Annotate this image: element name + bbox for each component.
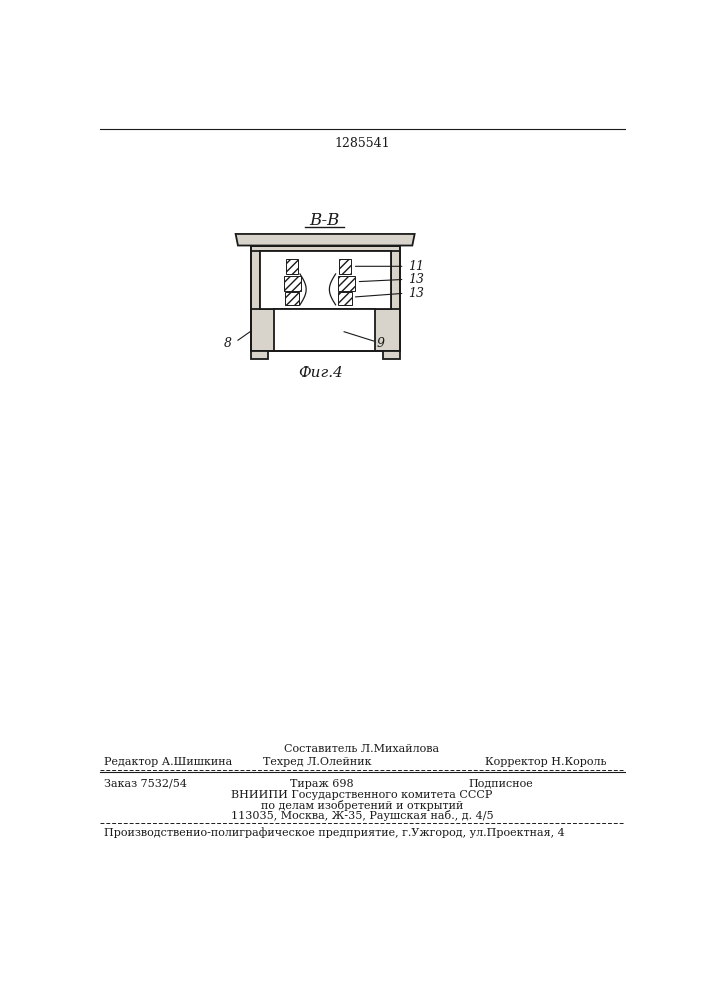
Text: 113035, Москва, Ж-35, Раушская наб., д. 4/5: 113035, Москва, Ж-35, Раушская наб., д. …: [230, 810, 493, 821]
Bar: [251, 351, 268, 359]
Text: B-B: B-B: [310, 212, 340, 229]
Text: 13: 13: [408, 273, 423, 286]
Text: Редактор А.Шишкина: Редактор А.Шишкина: [104, 757, 232, 767]
Bar: [251, 246, 400, 251]
Bar: [338, 276, 355, 291]
Text: Составитель Л.Михайлова: Составитель Л.Михайлова: [284, 744, 440, 754]
Text: 9: 9: [377, 337, 385, 350]
Text: ВНИИПИ Государственного комитета СССР: ВНИИПИ Государственного комитета СССР: [231, 790, 493, 800]
Text: по делам изобретений и открытий: по делам изобретений и открытий: [261, 800, 463, 811]
Bar: [251, 246, 400, 351]
Text: Тираж 698: Тираж 698: [290, 779, 354, 789]
Text: 11: 11: [408, 260, 423, 273]
Text: 1285541: 1285541: [334, 137, 390, 150]
Text: Корректор Н.Король: Корректор Н.Король: [485, 757, 607, 767]
Text: Техред Л.Олейник: Техред Л.Олейник: [263, 757, 371, 767]
Bar: [285, 292, 299, 305]
Text: Производственио-полиграфическое предприятие, г.Ужгород, ул.Проектная, 4: Производственио-полиграфическое предприя…: [104, 828, 565, 838]
Polygon shape: [235, 234, 414, 246]
Bar: [251, 246, 260, 351]
Text: Фиг.4: Фиг.4: [298, 366, 344, 380]
Bar: [284, 276, 300, 291]
Bar: [391, 246, 400, 351]
Text: Подписное: Подписное: [468, 779, 533, 789]
Text: 8: 8: [223, 337, 232, 350]
Bar: [339, 259, 351, 274]
Bar: [286, 259, 298, 274]
Bar: [338, 292, 352, 305]
Text: Заказ 7532/54: Заказ 7532/54: [104, 779, 187, 789]
Bar: [274, 309, 375, 351]
Bar: [260, 251, 391, 309]
Bar: [251, 309, 400, 351]
Bar: [383, 351, 400, 359]
Text: 13: 13: [408, 287, 423, 300]
